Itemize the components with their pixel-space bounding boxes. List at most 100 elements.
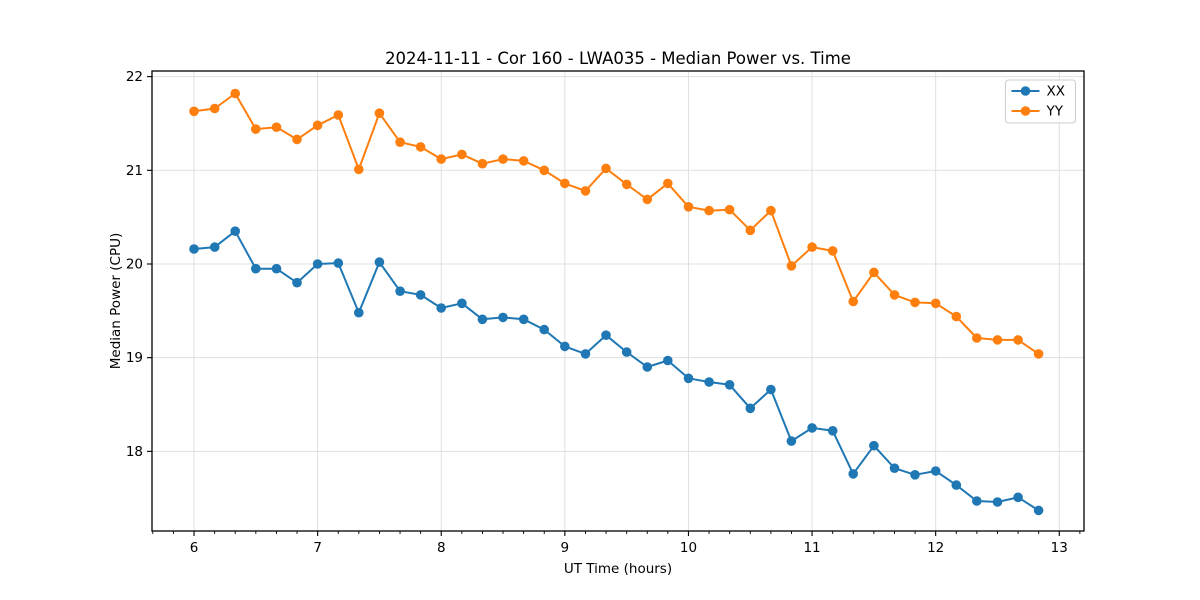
x-tick-label: 9 [561,540,570,556]
data-point [457,298,467,309]
data-point [374,108,385,118]
data-point [333,258,344,268]
data-point [827,426,838,436]
x-tick-label: 8 [437,540,446,556]
data-point [395,137,405,147]
y-tick-label: 22 [126,69,143,85]
data-point [601,330,611,341]
x-tick-label: 10 [680,540,697,556]
data-point [312,120,323,131]
legend-label: XX [1047,84,1066,100]
data-point [292,134,302,145]
series-yy-markers [189,88,1044,359]
x-tick-label: 13 [1051,540,1068,556]
data-point [354,307,364,318]
data-point [251,124,261,134]
data-point [663,178,673,189]
data-point [580,349,591,359]
data-point [807,423,817,433]
data-point [209,103,220,114]
y-tick-label: 19 [126,350,143,366]
data-point [869,440,879,451]
data-point [230,226,240,236]
data-point [642,194,653,205]
data-point [457,149,467,160]
data-point [230,88,240,99]
data-point [766,384,776,395]
data-point [498,154,508,164]
data-point [1033,505,1044,516]
axes-background [152,71,1084,531]
data-point [910,297,920,308]
x-axis-label: UT Time (hours) [563,561,673,577]
data-point [271,122,282,132]
data-point [683,373,694,384]
data-point [354,164,364,175]
data-point [601,163,611,174]
data-point [395,286,405,297]
axes-border [151,70,1085,532]
data-point [518,156,529,166]
data-point [642,362,653,372]
data-point [992,335,1003,345]
data-point [498,312,508,323]
data-point [992,497,1003,507]
data-point [1033,349,1044,359]
data-point [1013,492,1023,503]
data-point [827,246,838,256]
data-point [333,110,344,120]
y-tick-label: 18 [126,444,143,460]
data-point [436,303,447,313]
legend: XX YY [1005,79,1076,124]
data-point [560,178,570,189]
data-point [518,314,529,325]
y-tick-label: 20 [126,256,143,272]
data-point [271,263,282,274]
legend-label: YY [1046,104,1064,120]
data-point [745,403,756,414]
data-point [621,347,632,357]
x-tick-label: 7 [313,540,322,556]
data-point [209,242,220,252]
data-point [704,377,714,387]
data-point [704,205,714,216]
data-point [415,290,426,300]
data-point [951,311,962,322]
data-point [807,242,817,252]
data-point [621,179,632,190]
x-tick-label: 11 [803,540,820,556]
data-point [972,496,982,506]
legend-entry-xx: XX [1011,84,1066,100]
data-point [477,314,488,325]
data-point [292,277,302,288]
data-point [724,204,735,215]
data-point [312,259,323,269]
data-point [786,436,797,446]
data-point [189,244,199,254]
data-point [1013,335,1023,345]
data-point [580,186,591,196]
data-point [663,355,673,366]
data-point [560,341,570,352]
x-tick-label: 12 [927,540,944,556]
data-point [930,298,941,309]
data-point [848,296,858,307]
data-point [848,469,858,479]
series-xx-markers [189,226,1044,516]
data-point [930,466,941,476]
data-point [910,470,920,480]
data-point [374,257,385,267]
data-point [683,202,694,212]
y-axis-label: Median Power (CPU) [108,232,124,370]
data-point [539,324,549,335]
data-point [724,380,735,390]
data-point [251,263,261,274]
data-point [539,165,549,176]
legend-box [1005,79,1076,124]
data-point [477,158,488,169]
data-point [415,142,426,152]
data-point [951,480,962,490]
data-point [972,333,982,343]
legend-entry-yy: YY [1011,104,1064,120]
